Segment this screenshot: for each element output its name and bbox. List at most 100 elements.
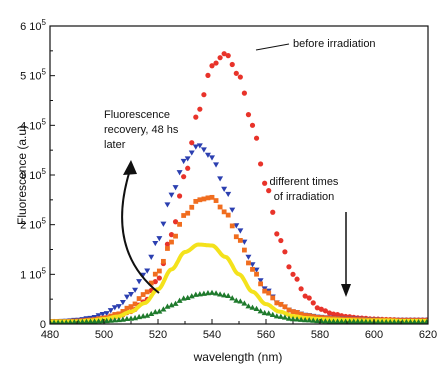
data-point bbox=[132, 301, 138, 307]
data-point bbox=[233, 297, 240, 303]
data-point bbox=[156, 268, 162, 274]
data-point bbox=[196, 143, 203, 149]
series-4 bbox=[50, 289, 428, 324]
data-point bbox=[140, 272, 147, 278]
data-point bbox=[213, 290, 220, 296]
data-point bbox=[55, 319, 61, 324]
y-tick-label: 4 105 bbox=[20, 117, 46, 132]
data-point bbox=[383, 319, 390, 324]
data-point bbox=[273, 313, 280, 319]
data-point bbox=[123, 315, 130, 322]
data-point bbox=[225, 53, 231, 59]
data-point bbox=[326, 310, 333, 316]
data-point bbox=[322, 308, 328, 314]
data-point bbox=[306, 317, 313, 323]
data-point bbox=[274, 231, 280, 237]
data-point bbox=[152, 240, 159, 247]
data-point bbox=[270, 295, 276, 301]
x-tick-label: 520 bbox=[149, 329, 167, 341]
data-point bbox=[177, 221, 182, 227]
data-point bbox=[164, 303, 171, 309]
data-point bbox=[156, 275, 162, 281]
data-point bbox=[258, 161, 264, 167]
data-point bbox=[221, 51, 227, 57]
data-point bbox=[95, 318, 102, 324]
data-point bbox=[246, 260, 251, 266]
data-point bbox=[209, 194, 215, 200]
data-point bbox=[249, 262, 256, 268]
data-point bbox=[269, 311, 276, 318]
data-point bbox=[123, 294, 130, 300]
data-point bbox=[120, 309, 126, 314]
data-point bbox=[395, 319, 402, 324]
data-point bbox=[160, 221, 167, 227]
data-point bbox=[63, 319, 69, 324]
data-point bbox=[306, 313, 312, 319]
data-point bbox=[322, 318, 329, 324]
data-point bbox=[148, 280, 154, 286]
data-point bbox=[116, 311, 122, 317]
data-point bbox=[124, 305, 130, 311]
data-point bbox=[59, 319, 65, 324]
x-tick-label: 620 bbox=[419, 329, 437, 341]
data-point bbox=[221, 186, 228, 192]
data-point bbox=[375, 319, 381, 324]
data-point bbox=[423, 319, 428, 324]
data-point bbox=[362, 318, 369, 324]
data-point bbox=[152, 279, 158, 285]
data-point bbox=[192, 291, 199, 297]
y-tick-label: 5 105 bbox=[20, 68, 46, 83]
data-point bbox=[294, 276, 300, 282]
data-point bbox=[185, 165, 191, 171]
data-point bbox=[286, 307, 292, 313]
data-point bbox=[318, 306, 324, 312]
data-point bbox=[192, 144, 199, 150]
data-point bbox=[249, 304, 256, 310]
data-point bbox=[160, 306, 167, 312]
data-point bbox=[277, 313, 284, 319]
data-point bbox=[253, 305, 260, 311]
data-point bbox=[258, 281, 263, 287]
data-point bbox=[403, 319, 410, 324]
data-point bbox=[237, 74, 243, 80]
data-point bbox=[87, 318, 94, 324]
data-point bbox=[281, 314, 288, 320]
y-tick-label: 1 105 bbox=[20, 266, 46, 281]
x-tick-label: 560 bbox=[257, 329, 275, 341]
data-point bbox=[172, 300, 179, 306]
data-point bbox=[310, 317, 317, 323]
data-point bbox=[245, 254, 252, 260]
before-irradiation-pointer bbox=[255, 43, 290, 51]
data-point bbox=[358, 318, 365, 324]
data-point bbox=[253, 135, 260, 141]
data-point bbox=[140, 292, 146, 297]
data-point bbox=[164, 202, 171, 208]
data-point bbox=[156, 308, 163, 314]
data-point bbox=[245, 112, 252, 118]
data-point bbox=[79, 318, 86, 324]
data-point bbox=[67, 319, 73, 324]
data-point bbox=[148, 310, 155, 317]
recovery-arrow-head bbox=[123, 160, 137, 175]
x-tick-label: 600 bbox=[365, 329, 383, 341]
data-point bbox=[83, 318, 90, 324]
y-tick-label: 0 bbox=[40, 319, 46, 331]
data-point bbox=[278, 237, 284, 244]
data-point bbox=[50, 319, 53, 324]
recovery-curved-arrow bbox=[121, 169, 160, 294]
data-point bbox=[285, 315, 292, 321]
y-tick-label: 6 105 bbox=[20, 18, 46, 33]
data-point bbox=[298, 286, 304, 292]
data-point bbox=[334, 318, 341, 324]
data-point bbox=[302, 316, 309, 323]
data-point bbox=[176, 297, 183, 303]
data-point bbox=[173, 233, 178, 239]
data-point bbox=[188, 150, 195, 156]
data-point bbox=[261, 309, 268, 316]
data-point bbox=[387, 319, 394, 324]
data-point bbox=[111, 305, 118, 311]
data-point bbox=[165, 246, 170, 251]
data-point bbox=[302, 293, 308, 299]
data-point bbox=[119, 300, 126, 306]
